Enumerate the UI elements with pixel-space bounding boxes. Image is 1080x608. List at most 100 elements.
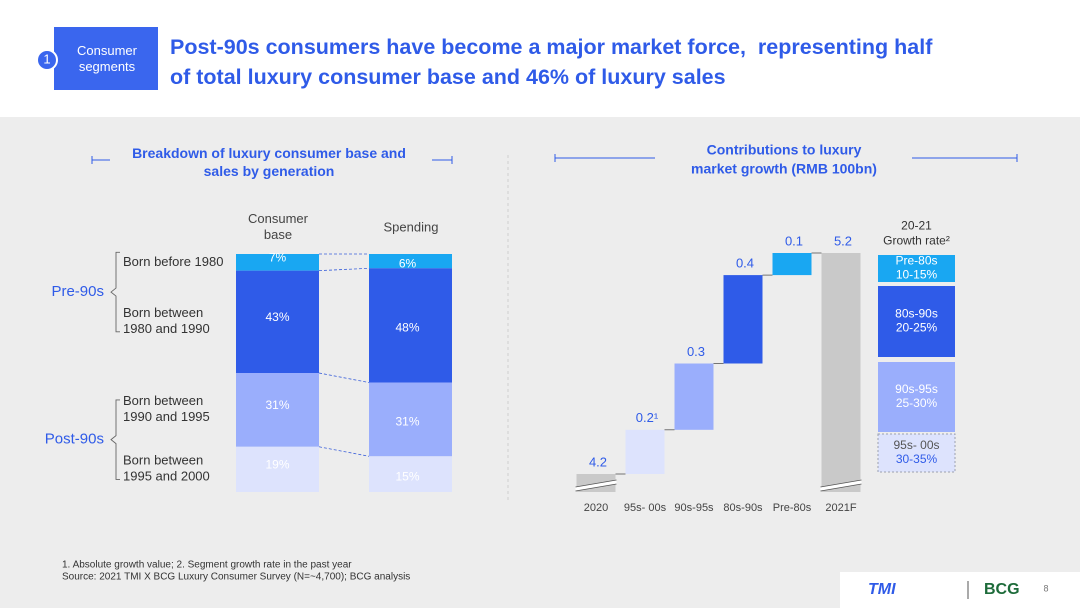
bar (772, 253, 812, 276)
series-label: Born between 1980 and 1990 (123, 305, 210, 336)
text-line: 20-21 (901, 219, 932, 233)
logo-tmi: TMI (868, 581, 896, 598)
page-number: 8 (1043, 583, 1048, 593)
text-line: of total luxury consumer base and 46% of… (170, 65, 726, 89)
legend-box (877, 433, 956, 473)
badge-number: 1 (43, 51, 50, 66)
x-tick-label: 2021F (825, 502, 856, 514)
logo-bcg: BCG (984, 581, 1020, 598)
data-label: 4.2 (589, 454, 607, 469)
header-bg (0, 0, 1080, 117)
footnote: 1. Absolute growth value; 2. Segment gro… (62, 560, 352, 571)
legend-name: 80s-90s (895, 307, 938, 321)
text-line: market growth (RMB 100bn) (691, 160, 877, 176)
legend-rate: 10-15% (896, 268, 938, 282)
legend-name: Pre-80s (895, 254, 937, 268)
bar-segment (236, 254, 319, 271)
data-label: 31% (395, 415, 419, 429)
bar-segment (369, 456, 452, 492)
x-tick-label: 2020 (584, 502, 608, 514)
bar (674, 363, 714, 430)
legend-box (878, 286, 955, 357)
data-label: 7% (269, 251, 287, 265)
data-label: 31% (265, 398, 289, 412)
badge-text: Consumer segments (77, 43, 138, 74)
bar-segment (369, 382, 452, 457)
group-brace (110, 399, 120, 480)
text-line: base (264, 227, 292, 242)
footer-bg (840, 572, 1080, 608)
axis-break (820, 483, 862, 492)
text-line: Born between (123, 305, 203, 320)
legend-box (878, 362, 955, 432)
bar-segment (369, 268, 452, 383)
legend-name: 95s- 00s (893, 438, 939, 452)
series-label: Born between 1990 and 1995 (123, 393, 210, 424)
data-label: 19% (265, 458, 289, 472)
data-label: 0.3 (687, 344, 705, 359)
legend-rate: 20-25% (896, 321, 938, 335)
axis-break (575, 479, 617, 488)
series-label: Born between 1995 and 2000 (123, 453, 210, 484)
title-rule (91, 156, 453, 164)
x-tick-label: 90s-95s (674, 502, 714, 514)
bar-segment (236, 446, 319, 492)
x-tick-label: Pre-80s (773, 502, 812, 514)
data-label: 6% (399, 256, 417, 270)
data-label: 0.4 (736, 256, 754, 271)
text-line: Growth rate² (883, 234, 950, 248)
bar (723, 275, 763, 364)
chart-title: Contributions to luxury market growth (RM… (691, 141, 877, 176)
data-label: 43% (265, 310, 289, 324)
data-label: 0.2¹ (636, 410, 659, 425)
text-line: Consumer (248, 211, 309, 226)
text-line: Born between (123, 453, 203, 468)
x-tick-label: 95s- 00s (624, 502, 667, 514)
bar-segment (369, 254, 452, 269)
slide-title: Post-90s consumers have become a major m… (170, 35, 933, 89)
footnote: Source: 2021 TMI X BCG Luxury Consumer S… (62, 572, 410, 583)
legend-rate: 30-35% (896, 452, 938, 466)
badge-circle (36, 49, 58, 71)
axis-break (820, 480, 862, 491)
x-tick-label: 80s-90s (723, 502, 763, 514)
text-line: Consumer (77, 43, 138, 58)
connector (318, 446, 370, 457)
text-line: Breakdown of luxury consumer base and (132, 145, 406, 161)
connector (318, 372, 370, 383)
bar-segment (236, 373, 319, 447)
legend-rate: 25-30% (896, 396, 938, 410)
text-line: sales by generation (204, 163, 335, 179)
data-label: 15% (395, 469, 419, 483)
chart-title: Breakdown of luxury consumer base and sal… (132, 145, 406, 179)
bar (821, 253, 861, 492)
column-header: Consumer base (248, 211, 309, 242)
series-label: Born before 1980 (123, 254, 223, 269)
data-label: 5.2 (834, 233, 852, 248)
text-line: Post-90s consumers have become a major m… (170, 35, 933, 59)
axis-break (575, 483, 617, 492)
text-line: 1995 and 2000 (123, 469, 210, 484)
title-rule (554, 154, 1018, 162)
axis-break (820, 479, 862, 488)
data-label: 48% (395, 321, 419, 335)
text-line: 1980 and 1990 (123, 321, 210, 336)
bar-segment (236, 270, 319, 373)
text-line: segments (79, 59, 136, 74)
data-label: 0.1 (785, 233, 803, 248)
legend-name: 90s-95s (895, 382, 938, 396)
text-line: Born between (123, 393, 203, 408)
text-line: 1990 and 1995 (123, 409, 210, 424)
column-header: Spending (384, 219, 439, 234)
connector (318, 267, 370, 272)
group-brace (110, 251, 120, 333)
text-line: Contributions to luxury (707, 141, 862, 157)
legend-box (878, 255, 955, 282)
legend-title: 20-21 Growth rate² (883, 219, 950, 248)
bar (625, 429, 665, 474)
badge (54, 27, 158, 90)
group-label: Pre-90s (51, 283, 104, 300)
group-label: Post-90s (45, 431, 104, 448)
